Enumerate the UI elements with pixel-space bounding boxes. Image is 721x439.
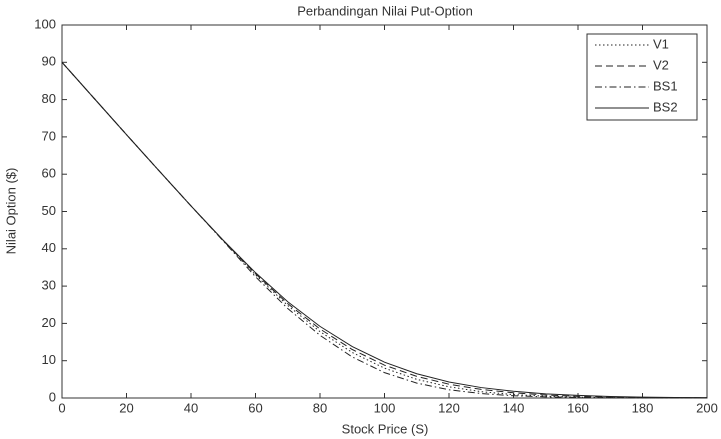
- y-tick-label: 80: [42, 91, 56, 106]
- y-tick-label: 70: [42, 128, 56, 143]
- x-tick-label: 20: [119, 400, 133, 415]
- x-tick-label: 40: [184, 400, 198, 415]
- x-tick-label: 160: [567, 400, 589, 415]
- x-tick-label: 120: [438, 400, 460, 415]
- x-tick-label: 80: [313, 400, 327, 415]
- x-tick-label: 0: [58, 400, 65, 415]
- y-tick-label: 40: [42, 240, 56, 255]
- x-tick-label: 200: [696, 400, 718, 415]
- y-tick-label: 0: [49, 389, 56, 404]
- y-tick-label: 50: [42, 203, 56, 218]
- series-line: [61, 61, 708, 399]
- legend-box: [586, 33, 698, 121]
- legend-label: V1: [653, 36, 669, 51]
- x-tick-label: 180: [632, 400, 654, 415]
- chart-title: Perbandingan Nilai Put-Option: [297, 3, 473, 18]
- legend-label: V2: [653, 57, 669, 72]
- x-axis-label: Stock Price (S): [342, 421, 429, 436]
- y-tick-label: 30: [42, 278, 56, 293]
- legend-label: BS1: [653, 78, 678, 93]
- y-tick-label: 20: [42, 315, 56, 330]
- y-tick-label: 90: [42, 54, 56, 69]
- y-tick-label: 100: [34, 16, 56, 31]
- y-tick-label: 60: [42, 166, 56, 181]
- x-tick-label: 140: [503, 400, 525, 415]
- legend-label: BS2: [653, 99, 678, 114]
- x-tick-label: 100: [374, 400, 396, 415]
- y-axis-label: Nilai Option ($): [3, 168, 18, 255]
- x-tick-label: 60: [248, 400, 262, 415]
- series-line: [61, 61, 708, 399]
- y-tick-label: 10: [42, 352, 56, 367]
